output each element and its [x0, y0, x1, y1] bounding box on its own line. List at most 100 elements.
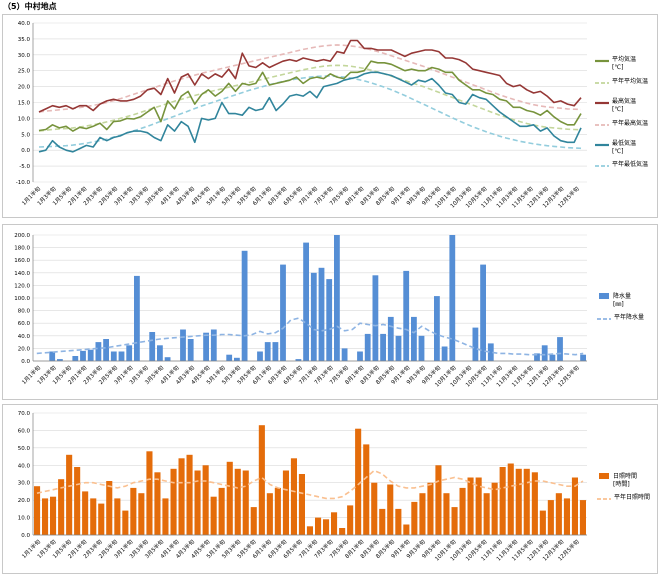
sun-normal-line	[36, 469, 584, 500]
sun-bar	[467, 477, 474, 535]
precip-bar	[534, 353, 540, 361]
precip-bar	[280, 264, 286, 361]
sun-bar	[258, 425, 265, 535]
sun-y-tick-label: 40.0	[18, 463, 31, 469]
sun-bar	[579, 500, 586, 535]
temp-y-tick-label: 10.0	[18, 116, 31, 122]
sun-bar	[74, 467, 81, 535]
precip-bar	[87, 349, 94, 361]
legend-max-temp-label: 最高気温	[612, 97, 636, 105]
sun-bar	[419, 493, 426, 535]
precip-bar	[110, 351, 117, 361]
sun-bar	[178, 458, 185, 535]
precip-bar	[303, 242, 309, 361]
sun-bar	[347, 505, 354, 535]
sun-bar	[411, 501, 418, 535]
precip-y-tick-label: 0.0	[21, 359, 30, 365]
sun-legend-bar-swatch	[599, 473, 609, 479]
precip-bar	[203, 332, 209, 361]
sun-bar	[443, 493, 450, 535]
precip-bar	[149, 332, 156, 361]
legend-mean-temp-unit: [℃]	[612, 64, 623, 71]
precip-bar	[257, 351, 263, 361]
precip-y-tick-label: 40.0	[18, 334, 31, 340]
normal-max-temp-line	[38, 44, 582, 113]
sun-bar	[363, 444, 370, 535]
legend-max-temp-unit: [℃]	[612, 106, 623, 113]
sun-bar	[531, 472, 538, 535]
precip-bar	[418, 335, 425, 361]
precip-bar	[272, 342, 279, 361]
precip-bar	[326, 279, 333, 361]
sun-bar	[306, 526, 313, 535]
sun-bar	[186, 454, 193, 535]
precip-bar	[487, 343, 494, 361]
sun-bar	[194, 470, 201, 535]
precip-bar	[441, 346, 448, 361]
precip-bar	[80, 350, 86, 361]
precip-bar	[357, 351, 363, 361]
sun-bar	[339, 528, 346, 535]
sun-legend-normal-label: 平年日照時間	[614, 493, 650, 501]
sun-bar	[66, 454, 73, 535]
precip-bar	[118, 351, 125, 361]
temp-y-tick-label: -10.0	[16, 180, 31, 186]
temperature-chart: -10.0 -5.0 0.0 5.0 10.0 15.0 20.0 25.0 30.0 35.0 4…	[16, 21, 648, 210]
precip-y-tick-label: 60.0	[18, 321, 31, 327]
min-temp-line	[38, 71, 582, 153]
sun-bar	[106, 481, 113, 535]
precip-bar	[49, 351, 56, 361]
sun-bar	[218, 487, 225, 535]
precip-bar	[318, 267, 325, 361]
sun-bar	[323, 519, 330, 535]
sun-bar	[170, 468, 177, 535]
precip-bar	[549, 354, 556, 361]
sun-bar	[555, 493, 562, 535]
precip-bar	[387, 316, 394, 361]
sun-bar	[403, 524, 410, 535]
temp-y-tick-label: 40.0	[18, 21, 31, 27]
temp-y-tick-label: 35.0	[18, 37, 31, 43]
precip-bar	[226, 354, 233, 361]
sun-bar	[130, 487, 137, 535]
sun-bar	[138, 493, 145, 535]
legend-normal-mean-temp-label: 平年平均気温	[612, 77, 648, 85]
precip-y-tick-label: 120.0	[14, 283, 30, 289]
sun-legend-bar-unit: [時間]	[613, 480, 630, 488]
legend-normal-min-temp-label: 平年最低気温	[612, 160, 648, 168]
precip-bar	[472, 327, 479, 361]
sun-bar	[290, 458, 297, 535]
precip-bar	[395, 335, 402, 361]
precip-y-tick-label: 140.0	[14, 271, 30, 277]
precip-bar	[72, 356, 79, 361]
sun-bar	[90, 498, 97, 535]
sun-bar	[451, 507, 458, 535]
precip-bar	[134, 275, 140, 361]
temp-y-tick-label: 20.0	[18, 85, 31, 91]
precip-bar	[264, 342, 271, 361]
sun-y-tick-label: 20.0	[18, 498, 31, 504]
sun-y-tick-label: 70.0	[18, 411, 31, 417]
precip-bar	[449, 235, 456, 361]
precip-legend-normal-label: 平年降水量	[614, 313, 644, 321]
precipitation-chart-panel: 0.0 20.0 40.0 60.0 80.0 100.0 120.0 140.0 160.0 1…	[2, 224, 658, 400]
sunshine-chart: 0.010.020.030.040.050.060.070.01月1半旬1月3半…	[18, 411, 650, 563]
sun-bar	[427, 482, 434, 535]
precip-bar	[210, 329, 217, 361]
sun-bar	[355, 428, 362, 535]
precip-bar	[403, 270, 410, 361]
sun-bar	[371, 482, 378, 535]
sun-bar	[563, 498, 570, 535]
precip-bar	[164, 357, 171, 361]
precip-y-tick-label: 160.0	[14, 258, 30, 264]
sun-bar	[226, 461, 233, 535]
precip-bar	[372, 275, 379, 361]
legend-min-temp-label: 最低気温	[612, 139, 636, 147]
sun-bar	[523, 468, 530, 535]
sun-bar	[122, 510, 129, 535]
mean-temp-line	[38, 60, 582, 132]
temp-y-tick-label: 5.0	[21, 132, 30, 138]
precip-bar	[541, 345, 548, 362]
sun-bar	[571, 477, 578, 535]
precip-bar	[295, 359, 302, 361]
